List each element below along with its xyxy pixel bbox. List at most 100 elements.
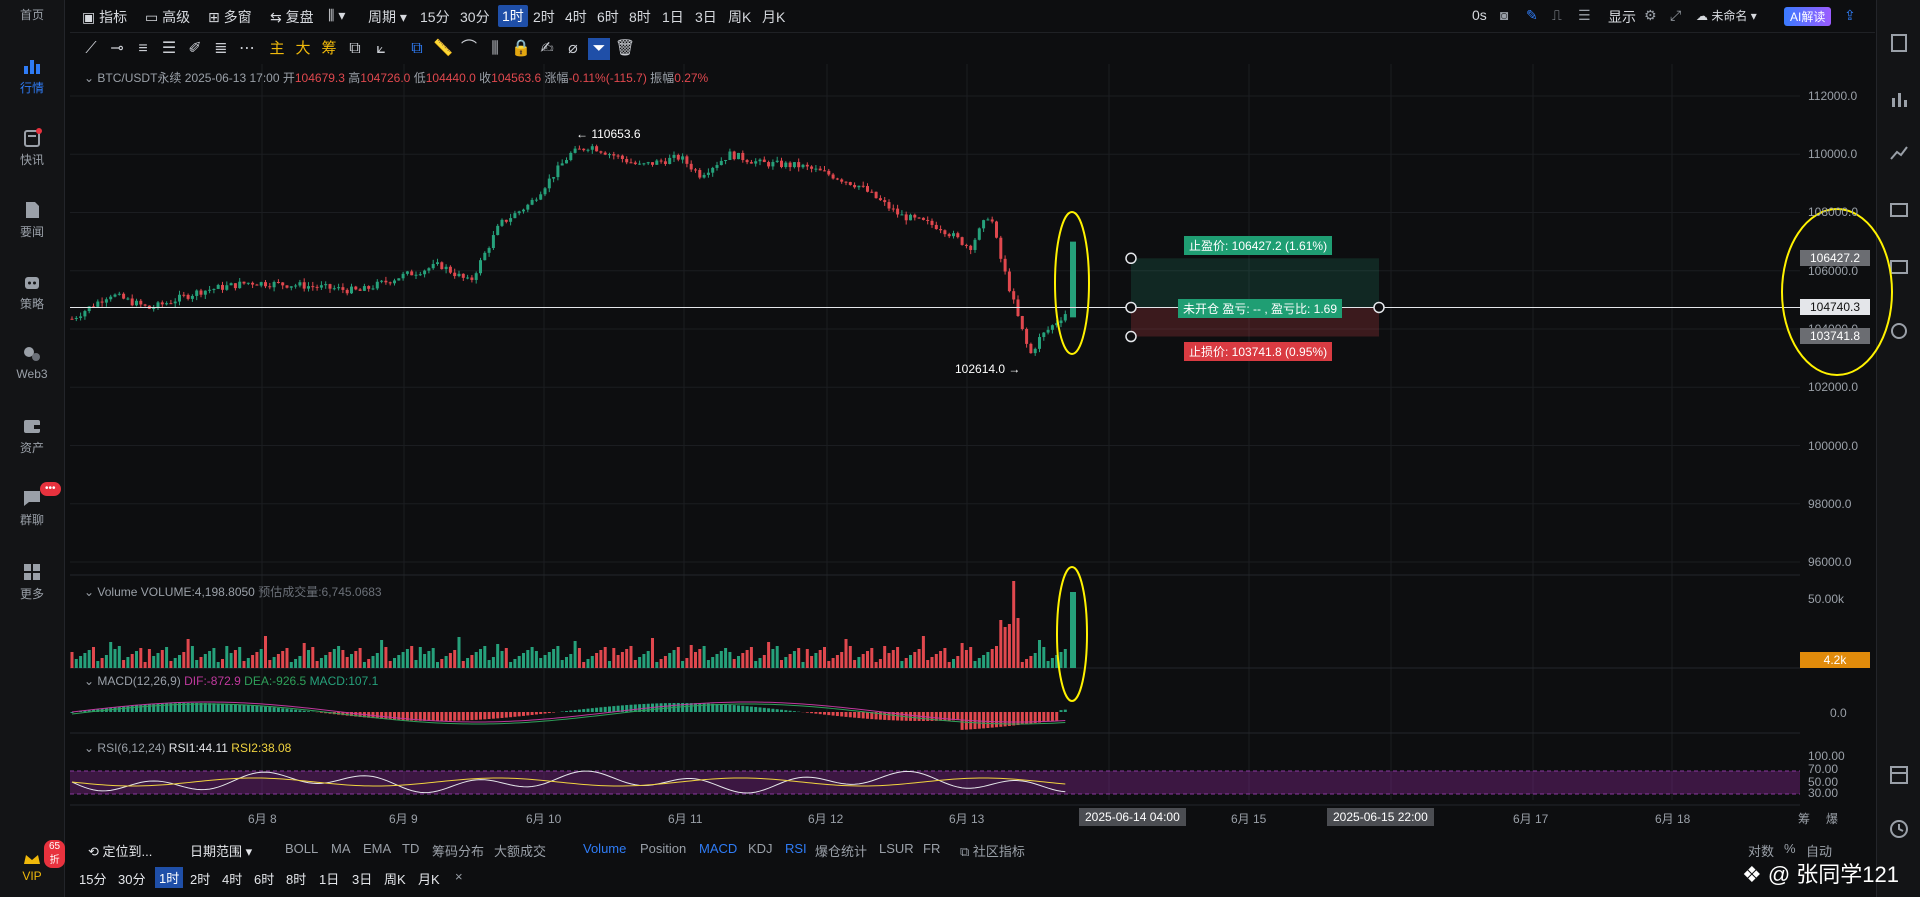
copy-icon[interactable]: ⧉: [411, 40, 423, 57]
indicator-button[interactable]: ▣ 指标: [82, 9, 128, 25]
measure-icon[interactable]: ⟀: [376, 40, 386, 57]
display-button[interactable]: 显示: [1608, 9, 1636, 25]
list-icon[interactable]: ☰: [1578, 7, 1591, 23]
parallel-lines-icon[interactable]: ≡: [138, 40, 148, 57]
interval-1h[interactable]: 1时: [498, 5, 528, 27]
interval-6h[interactable]: 6时: [597, 9, 619, 25]
indicator-large-trades[interactable]: 大额成交: [494, 844, 547, 859]
ai-interpret-button[interactable]: AI解读: [1784, 7, 1832, 26]
date-range-dropdown[interactable]: 日期范围 ▾: [190, 844, 253, 859]
share-icon[interactable]: ⇪: [1844, 7, 1856, 23]
note-icon[interactable]: ✍: [540, 40, 554, 57]
interval-4h[interactable]: 4时: [565, 9, 587, 25]
bottom-interval-4h[interactable]: 4时: [222, 872, 243, 887]
ruler-icon[interactable]: 📏: [433, 40, 453, 57]
sidebar-item-assets[interactable]: 资产: [0, 416, 64, 456]
chip-button[interactable]: 筹: [1798, 812, 1811, 826]
sub-position[interactable]: Position: [640, 841, 687, 856]
bottom-interval-15m[interactable]: 15分: [79, 872, 107, 887]
filter-icon[interactable]: ⏷: [588, 38, 610, 60]
refresh-icon[interactable]: [1888, 320, 1910, 342]
magnet-icon[interactable]: ⌒: [460, 40, 477, 57]
sub-fr[interactable]: FR: [923, 841, 941, 856]
interval-3d[interactable]: 3日: [695, 9, 717, 25]
bottom-interval-1h[interactable]: 1时: [155, 867, 184, 888]
legend-collapse-icon[interactable]: ⌄: [84, 71, 95, 85]
take-profit-label[interactable]: 止盈价: 106427.2 (1.61%): [1184, 236, 1333, 255]
interval-2h[interactable]: 2时: [533, 9, 555, 25]
bottom-interval-8h[interactable]: 8时: [286, 872, 307, 887]
camera-icon[interactable]: ◙: [1500, 7, 1509, 23]
indicator-boll[interactable]: BOLL: [285, 841, 319, 856]
main-indicator-toggle[interactable]: 主: [269, 40, 285, 57]
clock-icon[interactable]: [1888, 818, 1910, 840]
sub-rsi[interactable]: RSI: [785, 841, 807, 856]
indicator-td[interactable]: TD: [402, 841, 420, 856]
bottom-interval-month[interactable]: 月K: [418, 872, 440, 887]
lock-icon[interactable]: 🔒: [511, 40, 531, 57]
notes-icon[interactable]: [1888, 32, 1910, 54]
more-tools-icon[interactable]: ⋯: [239, 40, 255, 57]
multi-window-button[interactable]: ⊞ 多窗: [208, 9, 252, 25]
sidebar-item-more[interactable]: 更多: [0, 562, 64, 602]
horizontal-line-icon[interactable]: ⊸: [110, 40, 124, 57]
vip-button[interactable]: 65折 VIP: [0, 840, 66, 883]
indicator-ema[interactable]: EMA: [363, 841, 392, 856]
bottom-interval-6h[interactable]: 6时: [254, 872, 275, 887]
brush-icon[interactable]: ✐: [188, 40, 202, 57]
settings-icon[interactable]: ⚙: [1644, 7, 1657, 23]
log-scale-toggle[interactable]: 对数: [1748, 844, 1775, 859]
sidebar-item-web3[interactable]: Web3: [0, 344, 64, 381]
indicator-chip[interactable]: 筹码分布: [432, 844, 485, 859]
sidebar-item-news[interactable]: 要闻: [0, 200, 64, 240]
sidebar-item-flash[interactable]: 快讯: [0, 128, 64, 168]
trash-icon[interactable]: 🗑: [614, 40, 636, 57]
sub-volume[interactable]: Volume: [583, 841, 627, 856]
bottom-interval-3d[interactable]: 3日: [352, 872, 373, 887]
sub-lsur[interactable]: LSUR: [879, 841, 914, 856]
community-indicators[interactable]: ⧉ 社区指标: [960, 844, 1025, 859]
indicator-ma[interactable]: MA: [331, 841, 351, 856]
legend-collapse-icon[interactable]: ⌄: [84, 741, 95, 755]
interval-15m[interactable]: 15分: [420, 9, 450, 25]
lock-group-icon[interactable]: ⫼: [491, 40, 499, 57]
fullscreen-icon[interactable]: ⤢: [1670, 7, 1682, 23]
legend-collapse-icon[interactable]: ⌄: [84, 585, 95, 599]
fib-icon[interactable]: ≣: [214, 40, 228, 57]
window-icon[interactable]: [1888, 256, 1910, 278]
sidebar-item-market[interactable]: 行情: [0, 56, 64, 96]
eraser-icon[interactable]: ⌀: [568, 40, 578, 57]
pen-icon[interactable]: ✎: [1526, 7, 1538, 23]
interval-month[interactable]: 月K: [762, 9, 786, 25]
auto-scale-toggle[interactable]: 自动: [1806, 844, 1833, 859]
trend-line-icon[interactable]: ⟋: [85, 40, 97, 57]
big-toggle[interactable]: 大: [295, 40, 311, 57]
sub-kdj[interactable]: KDJ: [748, 841, 773, 856]
liquidation-button[interactable]: 爆: [1826, 812, 1839, 826]
layout-icon[interactable]: [1888, 764, 1910, 786]
bottom-interval-week[interactable]: 周K: [384, 872, 406, 887]
chip-toggle[interactable]: 筹: [321, 40, 337, 57]
bar-chart-icon[interactable]: [1888, 88, 1910, 110]
interval-1d[interactable]: 1日: [662, 9, 684, 25]
channel-icon[interactable]: ☰: [161, 40, 177, 57]
monitor-icon[interactable]: [1888, 200, 1910, 222]
sidebar-item-chat[interactable]: 群聊 •••: [0, 482, 64, 528]
close-icon[interactable]: ×: [455, 869, 463, 884]
sub-macd[interactable]: MACD: [699, 841, 738, 856]
position-status-label[interactable]: 未开仓 盈亏: -- , 盈亏比: 1.69: [1178, 299, 1343, 318]
advanced-button[interactable]: ▭ 高级: [145, 9, 191, 25]
template-icon[interactable]: ⎍: [1552, 7, 1562, 23]
interval-30m[interactable]: 30分: [460, 9, 490, 25]
bottom-interval-2h[interactable]: 2时: [190, 872, 211, 887]
locate-button[interactable]: ⟲ 定位到...: [88, 844, 153, 859]
percent-scale-toggle[interactable]: %: [1784, 841, 1796, 856]
bottom-interval-30m[interactable]: 30分: [118, 872, 146, 887]
chart-type-dropdown[interactable]: ⫼ ▾: [328, 7, 346, 23]
period-dropdown[interactable]: 周期 ▾: [368, 9, 407, 25]
legend-collapse-icon[interactable]: ⌄: [84, 674, 95, 688]
sidebar-item-home[interactable]: 首页: [0, 6, 64, 23]
indicator-snap-icon[interactable]: ⧉: [349, 40, 361, 57]
sub-liquidation[interactable]: 爆仓统计: [815, 844, 868, 859]
